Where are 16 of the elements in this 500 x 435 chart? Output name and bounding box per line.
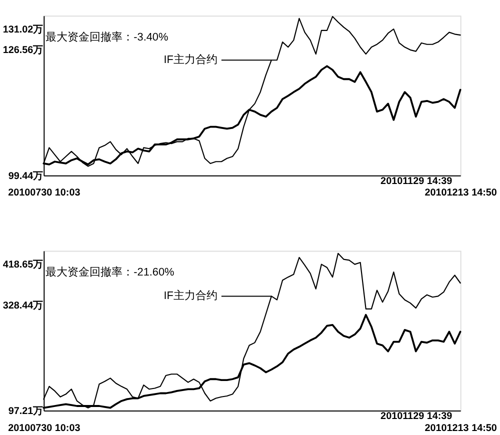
legend-label: IF主力合约 [164,53,218,66]
annotation: 最大资金回撤率：-3.40% [46,30,168,44]
x-tick-label: 20101213 14:50 [424,188,498,199]
y-tick-label: 328.44万 [2,300,44,312]
y-tick-label: 99.44万 [8,170,44,182]
annotation: 最大资金回撤率：-21.60% [46,266,175,279]
legend-label: IF主力合约 [164,289,218,302]
x-tick-label: 20101129 14:39 [380,410,453,422]
x-tick-label: 20100730 10:03 [8,188,81,199]
x-tick-label: 20101129 14:39 [380,176,453,187]
y-tick-label: 97.21万 [8,406,44,417]
y-tick-label: 131.02万 [2,24,44,36]
y-tick-label: 418.65万 [2,259,44,270]
x-tick-label: 20100730 10:03 [8,422,81,434]
x-tick-label: 20101213 14:50 [424,422,498,434]
y-tick-label: 126.56万 [2,45,44,56]
